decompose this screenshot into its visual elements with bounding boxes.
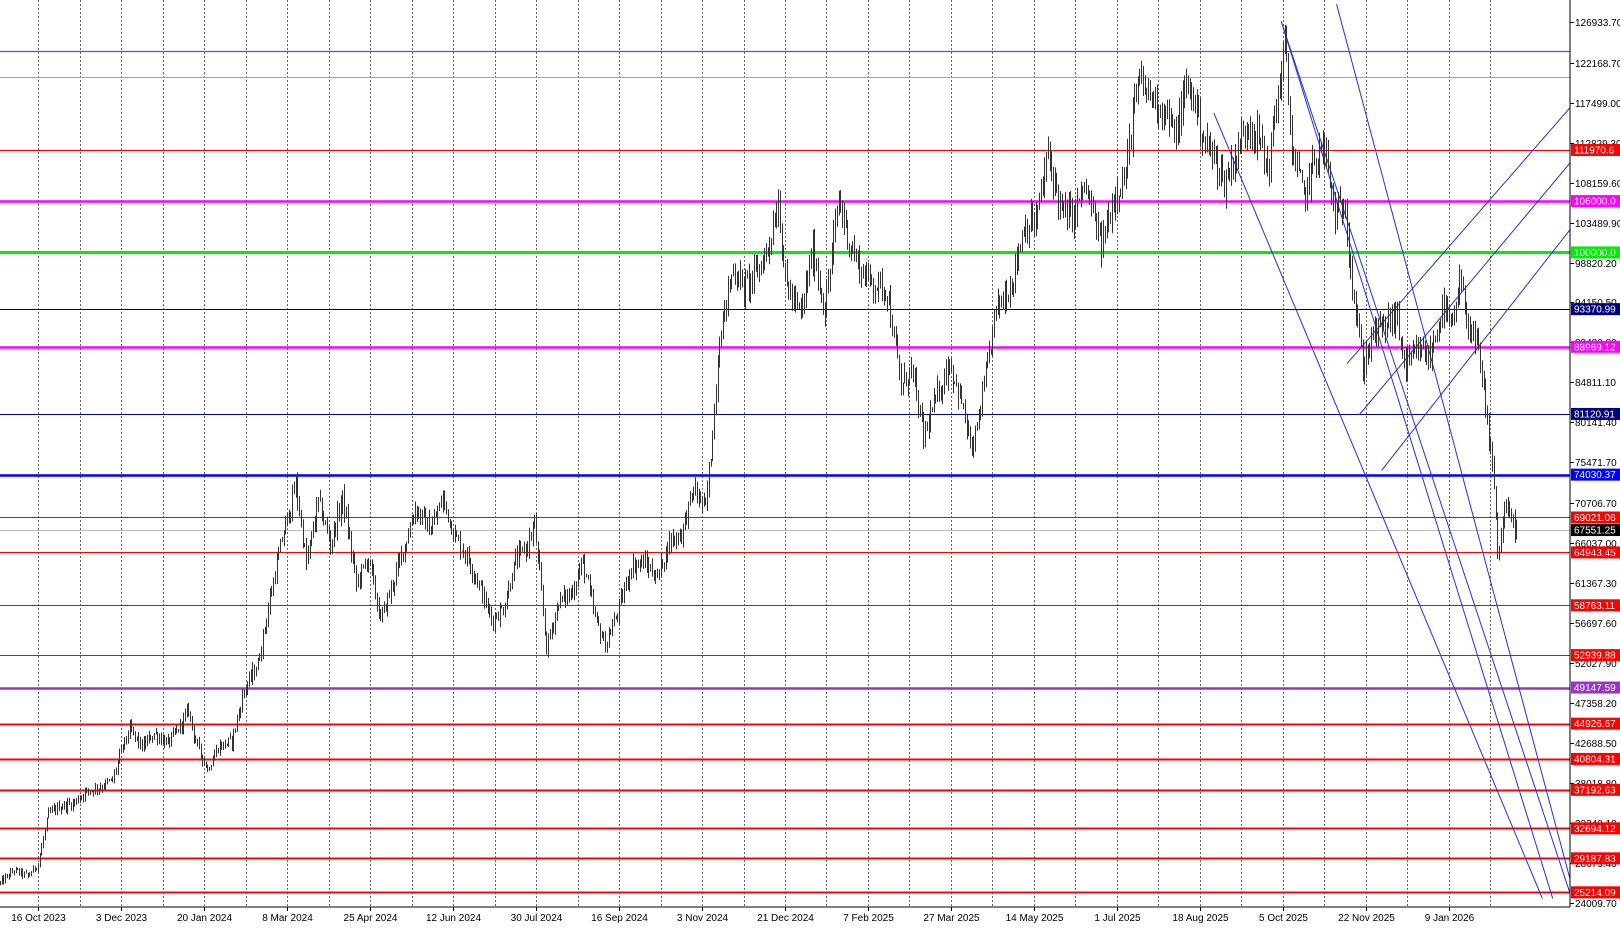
time-tick-label: 16 Sep 2024 (591, 913, 648, 924)
time-tick-label: 30 Jul 2024 (511, 913, 563, 924)
level-label-text: 74030.37 (1574, 470, 1616, 481)
level-label-text: 88969.12 (1574, 342, 1616, 353)
price-tick-label: 122168.70 (1575, 59, 1620, 70)
price-tick-label: 66037.00 (1575, 539, 1617, 550)
level-label-text: 29187.83 (1574, 854, 1616, 865)
time-tick-label: 8 Mar 2024 (262, 913, 313, 924)
level-label-badge (1571, 511, 1620, 524)
level-label-text: 37192.63 (1574, 785, 1616, 796)
time-tick-label: 3 Nov 2024 (677, 913, 729, 924)
level-label-badge (1571, 303, 1620, 316)
price-tick-label: 47358.20 (1575, 699, 1617, 710)
time-tick-label: 7 Feb 2025 (843, 913, 894, 924)
level-label-text: 67551.25 (1574, 526, 1616, 537)
level-label-badge (1571, 681, 1620, 694)
time-tick-label: 1 Jul 2025 (1094, 913, 1141, 924)
time-tick-label: 3 Dec 2023 (96, 913, 148, 924)
level-label-badge (1571, 407, 1620, 420)
price-tick-label: 42688.50 (1575, 739, 1617, 750)
time-tick-label: 22 Nov 2025 (1338, 913, 1395, 924)
level-label-badge (1571, 246, 1620, 259)
time-axis: 16 Oct 2023 3 Dec 2023 20 Jan 2024 8 Mar 20… (11, 907, 1475, 924)
level-label-badge (1571, 468, 1620, 481)
price-tick-label: 61367.30 (1575, 579, 1617, 590)
level-label-badge (1571, 340, 1620, 353)
trend-lines (1213, 4, 1581, 899)
level-label-badge (1571, 783, 1620, 796)
price-tick-label: 52027.90 (1575, 659, 1617, 670)
time-tick-label: 21 Dec 2024 (757, 913, 814, 924)
level-label-text: 100000.0 (1574, 248, 1616, 259)
price-tick-label: 70706.70 (1575, 499, 1617, 510)
level-label-text: 81120.91 (1574, 409, 1615, 420)
price-bars (0, 24, 1517, 886)
level-label-text: 44926.67 (1574, 719, 1616, 730)
level-label-text: 32694.12 (1574, 824, 1616, 835)
level-label-text: 106000.0 (1574, 197, 1616, 208)
price-tick-label: 28679.40 (1575, 859, 1617, 870)
time-tick-label: 25 Apr 2024 (344, 913, 398, 924)
time-tick-label: 9 Jan 2026 (1425, 913, 1475, 924)
level-labels: 111970.6 106000.0 100000.0 93370.99 88969.12… (1571, 143, 1620, 899)
channel-down-left-line (1213, 112, 1543, 899)
level-label-text: 58763.11 (1574, 601, 1615, 612)
price-tick-label: 98820.20 (1575, 259, 1617, 270)
price-tick-label: 80141.40 (1575, 418, 1617, 429)
level-label-text: 52939.88 (1574, 651, 1616, 662)
level-label-text: 25214.09 (1574, 888, 1616, 899)
vertical-grid (38, 0, 1491, 907)
time-tick-label: 5 Oct 2025 (1259, 913, 1308, 924)
price-tick-label: 103489.90 (1575, 219, 1620, 230)
channel-down-upper-line (1336, 4, 1576, 899)
level-lines (0, 50, 1570, 894)
level-label-badge (1571, 195, 1620, 208)
time-tick-label: 18 Aug 2025 (1172, 913, 1229, 924)
level-label-badge (1571, 143, 1620, 156)
level-label-text: 93370.99 (1574, 305, 1616, 316)
channel-down-mid-line (1280, 21, 1573, 899)
level-label-badge (1571, 752, 1620, 765)
time-tick-label: 12 Jun 2024 (426, 913, 481, 924)
level-label-text: 64943.45 (1574, 548, 1616, 559)
time-tick-label: 16 Oct 2023 (11, 913, 66, 924)
level-label-badge (1571, 822, 1620, 835)
level-label-text: 69021.06 (1574, 513, 1616, 524)
level-label-badge (1571, 717, 1620, 730)
time-tick-label: 14 May 2025 (1006, 913, 1064, 924)
price-tick-label: 24009.70 (1575, 899, 1617, 910)
level-label-text: 40804.31 (1574, 754, 1616, 765)
price-tick-label: 117499.00 (1575, 99, 1620, 110)
level-label-badge (1571, 599, 1620, 612)
price-tick-label: 126933.70 (1575, 18, 1620, 29)
time-tick-label: 27 Mar 2025 (923, 913, 980, 924)
level-label-badge (1571, 886, 1620, 899)
price-tick-label: 56697.60 (1575, 619, 1617, 630)
price-tick-label: 84811.10 (1575, 378, 1616, 389)
level-label-badge (1571, 524, 1620, 537)
price-tick-label: 75471.70 (1575, 458, 1617, 469)
price-tick-label: 108159.60 (1575, 179, 1620, 190)
time-tick-label: 20 Jan 2024 (177, 913, 232, 924)
level-label-badge (1571, 852, 1620, 865)
level-label-badge (1571, 546, 1620, 559)
level-label-text: 49147.59 (1574, 683, 1616, 694)
level-label-badge (1571, 649, 1620, 662)
level-label-text: 111970.6 (1574, 145, 1615, 156)
channel-up-2-line (1358, 150, 1581, 416)
